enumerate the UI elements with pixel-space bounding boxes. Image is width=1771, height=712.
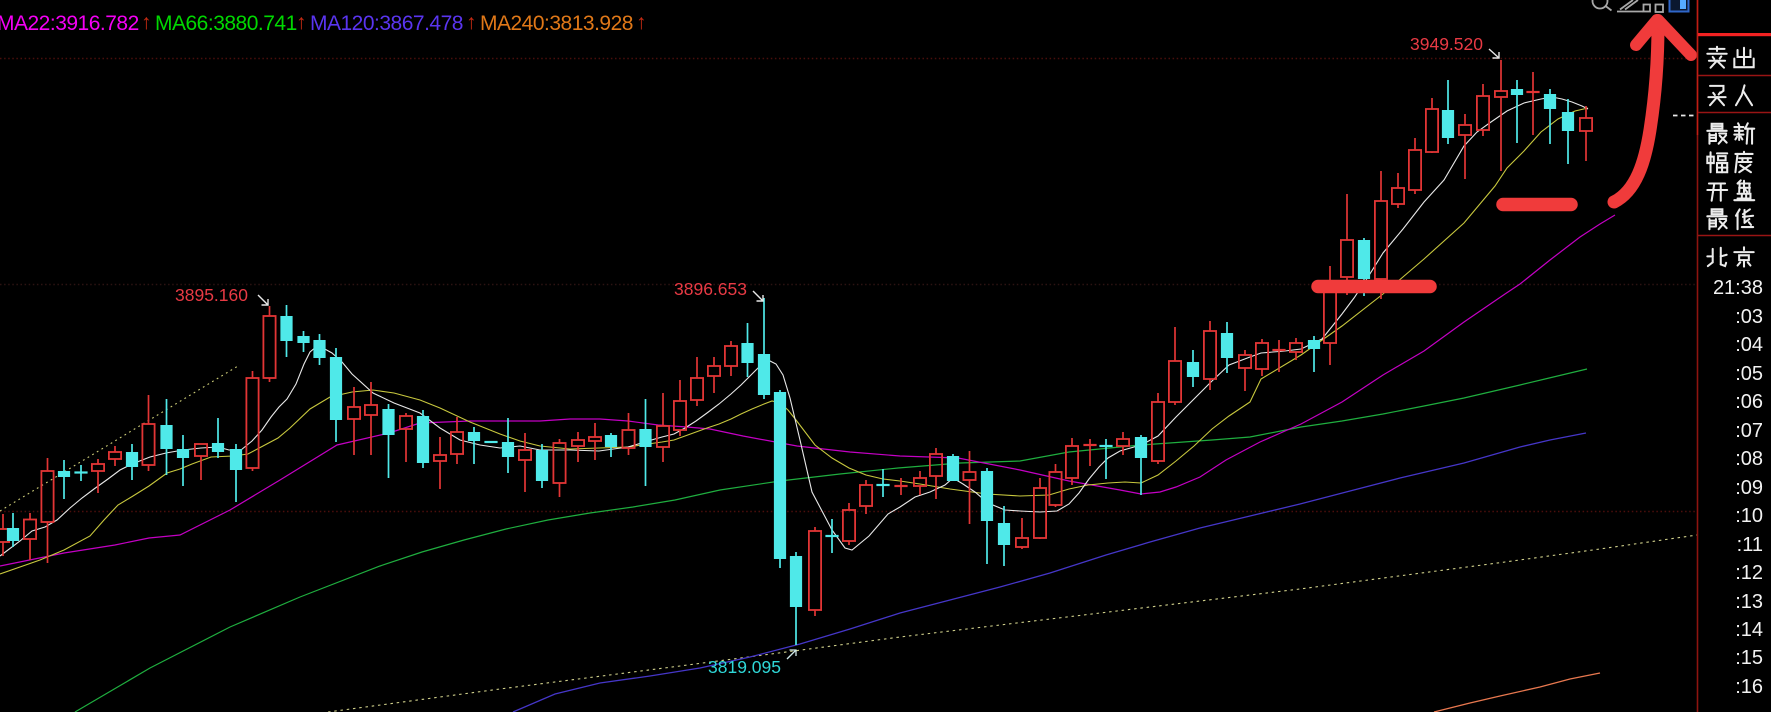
svg-text::11: :11: [1737, 534, 1763, 556]
svg-text:↑: ↑: [296, 11, 307, 34]
svg-text::16: :16: [1735, 676, 1763, 698]
svg-text::09: :09: [1735, 477, 1763, 499]
svg-text:3895.160: 3895.160: [175, 285, 248, 305]
svg-text::14: :14: [1735, 619, 1763, 641]
svg-text:↑: ↑: [636, 11, 647, 34]
svg-text::10: :10: [1735, 505, 1763, 527]
svg-text:↑: ↑: [466, 11, 477, 34]
svg-text:MA120:3867.478: MA120:3867.478: [310, 12, 463, 35]
svg-text::13: :13: [1735, 591, 1763, 613]
svg-text::05: :05: [1735, 363, 1763, 385]
svg-text::06: :06: [1735, 391, 1763, 413]
svg-text::04: :04: [1735, 334, 1763, 356]
svg-text::15: :15: [1735, 647, 1763, 669]
svg-text:3819.095: 3819.095: [708, 657, 781, 677]
svg-text:↑: ↑: [141, 11, 152, 34]
svg-text:MA240:3813.928: MA240:3813.928: [480, 12, 633, 35]
svg-text::03: :03: [1735, 306, 1763, 328]
svg-text:MA22:3916.782: MA22:3916.782: [0, 12, 139, 35]
svg-text:21:38: 21:38: [1713, 277, 1763, 299]
svg-text:MA66:3880.741: MA66:3880.741: [155, 12, 297, 35]
svg-text:3896.653: 3896.653: [674, 279, 747, 299]
svg-text::07: :07: [1735, 420, 1763, 442]
svg-text::08: :08: [1735, 448, 1763, 470]
svg-text:3949.520: 3949.520: [1410, 34, 1483, 54]
svg-text::12: :12: [1735, 562, 1763, 584]
